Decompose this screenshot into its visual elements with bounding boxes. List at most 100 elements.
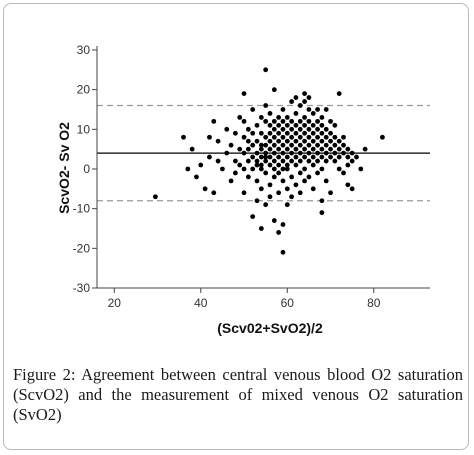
data-point	[245, 158, 251, 164]
data-point	[315, 142, 320, 148]
data-point	[336, 138, 342, 144]
data-point	[310, 122, 316, 128]
data-point	[310, 111, 316, 116]
y-tick-label: 30	[77, 43, 91, 57]
data-point	[315, 107, 320, 112]
data-point	[267, 146, 273, 152]
data-point	[271, 150, 277, 156]
data-point	[323, 178, 329, 184]
data-point	[232, 158, 238, 164]
figure-caption: Figure 2: Agreement between central veno…	[13, 365, 463, 424]
data-point	[297, 134, 303, 140]
data-point	[267, 154, 273, 160]
data-point	[280, 118, 286, 124]
data-point	[341, 134, 346, 140]
data-point	[241, 150, 247, 156]
data-point	[220, 166, 225, 172]
data-point	[319, 210, 325, 216]
data-point	[232, 170, 238, 176]
data-point	[345, 154, 351, 160]
data-point	[302, 138, 307, 144]
data-point	[284, 166, 290, 172]
data-point	[332, 142, 338, 148]
data-point	[267, 138, 273, 144]
data-point	[328, 190, 333, 196]
y-tick-label: -20	[73, 241, 91, 255]
data-point	[297, 150, 303, 156]
data-point	[332, 150, 338, 156]
data-point	[293, 95, 299, 100]
data-point	[152, 194, 158, 200]
data-point	[280, 249, 286, 255]
data-point	[332, 158, 338, 164]
y-tick-label: -30	[73, 281, 91, 295]
data-point	[315, 158, 320, 164]
data-point	[250, 130, 256, 136]
data-point	[293, 138, 299, 144]
data-point	[254, 138, 260, 144]
data-point	[258, 142, 264, 148]
data-point	[284, 130, 290, 136]
data-point	[306, 142, 312, 148]
data-point	[302, 115, 307, 120]
y-tick-label: 0	[83, 162, 90, 176]
data-point	[280, 142, 286, 148]
data-point	[258, 226, 264, 231]
data-point	[297, 118, 303, 124]
data-point	[306, 126, 312, 132]
data-point	[276, 138, 282, 144]
data-point	[207, 134, 212, 140]
data-point	[284, 154, 290, 160]
data-point	[284, 162, 290, 168]
data-point	[336, 146, 342, 152]
data-point	[280, 107, 286, 112]
data-point	[323, 158, 329, 164]
data-point	[258, 162, 264, 168]
data-point	[280, 150, 286, 156]
data-point	[302, 91, 307, 97]
y-tick-label: 10	[77, 122, 91, 136]
data-point	[280, 158, 286, 164]
data-point	[297, 142, 303, 148]
data-point	[267, 182, 273, 188]
data-point	[211, 118, 217, 124]
data-point	[258, 166, 264, 172]
data-point	[245, 126, 251, 132]
data-point	[302, 99, 307, 104]
data-point	[181, 134, 186, 140]
data-point	[284, 202, 290, 208]
data-point	[271, 218, 277, 223]
data-point	[289, 126, 295, 132]
data-point	[349, 158, 355, 164]
data-point	[258, 146, 264, 152]
data-point	[284, 122, 290, 128]
data-point	[332, 134, 338, 140]
data-point	[310, 130, 316, 136]
data-point	[258, 186, 264, 192]
data-point	[319, 122, 325, 128]
data-point	[289, 150, 295, 156]
data-point	[310, 186, 316, 192]
data-point	[263, 134, 269, 140]
data-point	[237, 146, 243, 152]
data-point	[276, 162, 282, 168]
data-point	[310, 162, 316, 168]
axes: -30 -20 -10 0 10 20 30 20 40 60 80	[73, 43, 430, 310]
data-point	[245, 146, 251, 152]
data-point	[280, 222, 286, 227]
data-point	[323, 126, 329, 132]
data-point	[271, 158, 277, 164]
data-point	[250, 142, 256, 148]
data-point	[228, 142, 234, 148]
data-point	[315, 134, 320, 140]
data-point	[258, 154, 264, 160]
data-point	[319, 198, 325, 204]
data-point	[336, 154, 342, 160]
data-point	[194, 174, 199, 180]
data-point	[336, 91, 342, 97]
x-axis-title: (Scv02+SvO2)/2	[217, 320, 323, 336]
data-point	[224, 150, 230, 156]
data-point	[293, 122, 299, 128]
data-point	[276, 230, 282, 235]
data-point	[319, 154, 325, 160]
